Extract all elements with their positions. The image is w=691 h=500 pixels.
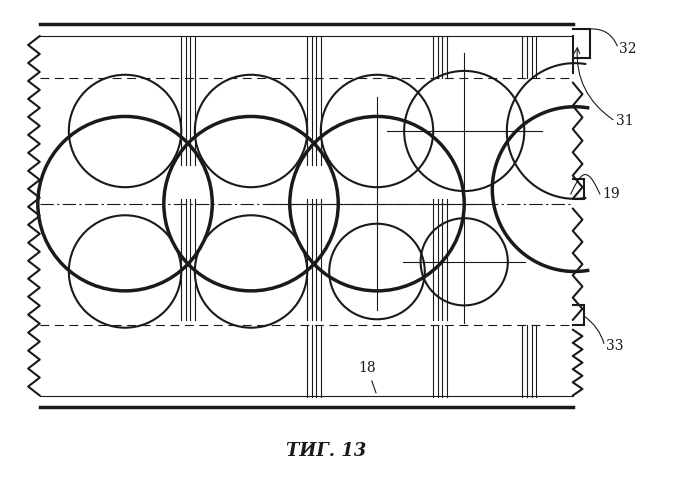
Text: ΤИГ. 13: ΤИГ. 13 bbox=[286, 442, 366, 460]
Text: 19: 19 bbox=[602, 187, 619, 201]
Text: 18: 18 bbox=[359, 362, 376, 393]
Text: 32: 32 bbox=[619, 42, 637, 56]
Text: 33: 33 bbox=[606, 339, 623, 353]
Text: 31: 31 bbox=[616, 114, 634, 128]
